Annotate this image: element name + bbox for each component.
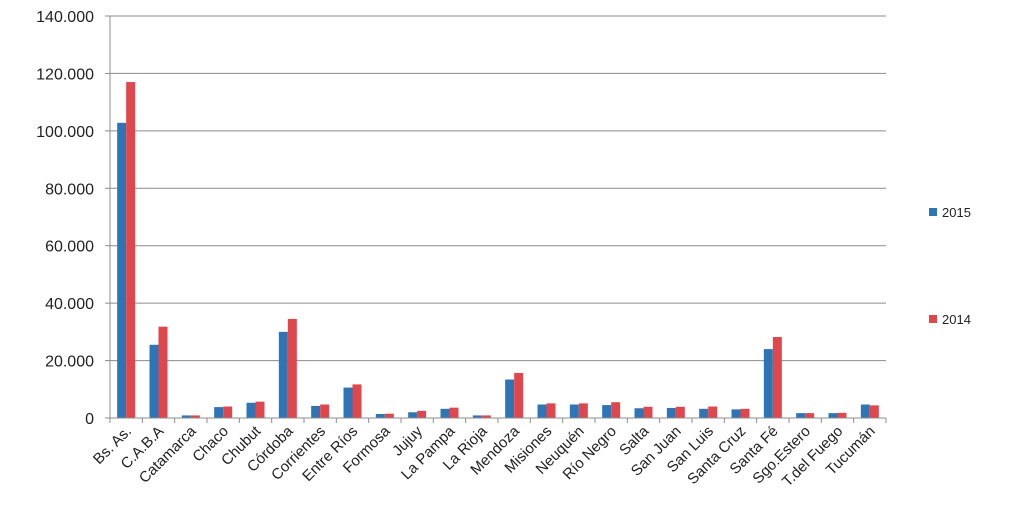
bar-2014 (578, 403, 588, 418)
bar-2014 (287, 318, 297, 418)
bar-2014 (514, 372, 524, 418)
bar-2015 (634, 408, 644, 418)
bar-2015 (602, 405, 612, 418)
bar-2015 (311, 405, 321, 418)
y-tick-label: 140.000 (36, 9, 94, 26)
bar-2014 (708, 406, 718, 418)
legend-swatch-2014 (929, 315, 937, 323)
y-tick-label: 20.000 (45, 354, 94, 371)
bar-2014 (481, 415, 491, 418)
bar-2014 (126, 82, 136, 419)
bar-2014 (255, 401, 265, 418)
gridlines (110, 15, 886, 362)
bar-2015 (181, 415, 191, 418)
bar-2015 (860, 404, 870, 418)
bar-2015 (440, 408, 450, 418)
legend-label-2014: 2014 (942, 312, 971, 327)
bar-2014 (190, 415, 200, 418)
bar-2014 (158, 326, 168, 418)
x-axis-tick-labels: Bs. As.C.A.B.ACatamarcaChacoChubutCórdob… (90, 422, 879, 490)
bar-2015 (214, 407, 224, 418)
bar-2014 (352, 384, 362, 418)
bar-2015 (278, 331, 288, 418)
bar-2015 (537, 404, 547, 418)
bar-2014 (546, 403, 556, 418)
y-tick-label: 40.000 (45, 296, 94, 313)
bar-2015 (117, 122, 127, 419)
bars (117, 82, 879, 419)
bar-2015 (246, 402, 256, 418)
bar-2015 (796, 413, 806, 418)
bar-2015 (375, 413, 385, 418)
bar-2015 (343, 387, 353, 418)
bar-2014 (869, 405, 879, 418)
bar-2015 (763, 349, 773, 418)
legend-swatch-2015 (929, 208, 937, 216)
bar-2014 (805, 413, 815, 418)
y-tick-label: 120.000 (36, 66, 94, 83)
bar-2014 (740, 408, 750, 418)
bar-2015 (828, 413, 838, 418)
bar-2015 (666, 407, 676, 418)
legend: 2015 2014 (929, 205, 971, 327)
bar-2014 (384, 413, 394, 418)
y-tick-label: 80.000 (45, 181, 94, 198)
bar-2015 (472, 415, 482, 418)
y-tick-label: 0 (85, 411, 94, 428)
bar-2014 (223, 406, 233, 418)
bar-2015 (569, 404, 579, 418)
axes (105, 15, 887, 423)
bar-2014 (772, 337, 782, 418)
legend-label-2015: 2015 (942, 205, 971, 220)
bar-2014 (449, 407, 459, 418)
bar-2014 (320, 404, 330, 418)
bar-2015 (699, 408, 709, 418)
bar-2014 (643, 406, 653, 418)
y-axis-tick-labels: 0 20.000 40.000 60.000 80.000 100.000 120.000 1… (36, 9, 94, 428)
bar-2014 (837, 412, 847, 418)
bar-2015 (505, 379, 515, 418)
y-tick-label: 100.000 (36, 124, 94, 141)
y-tick-label: 60.000 (45, 239, 94, 256)
bar-2015 (149, 344, 159, 418)
bar-2015 (731, 409, 741, 418)
bar-2014 (417, 410, 427, 418)
bar-2014 (675, 406, 685, 418)
bar-2014 (611, 402, 621, 418)
bar-2015 (408, 412, 418, 418)
